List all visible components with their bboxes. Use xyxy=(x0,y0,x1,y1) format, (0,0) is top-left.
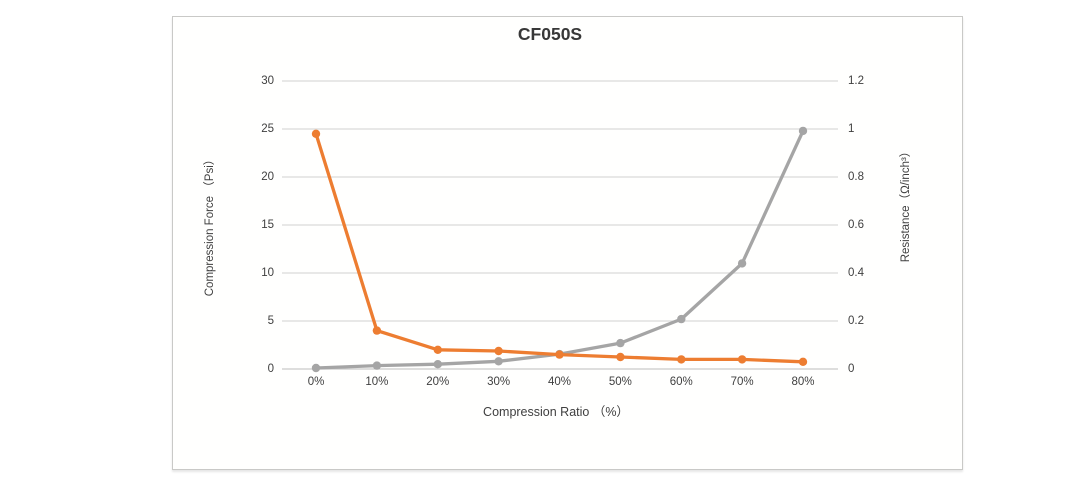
compression-force-line xyxy=(314,129,805,370)
right-axis-tick-label: 0.8 xyxy=(848,171,864,183)
x-axis-tick-label: 60% xyxy=(669,376,693,388)
right-axis-tick-label: 1.2 xyxy=(848,75,864,87)
x-axis-tick-label: 10% xyxy=(365,376,389,388)
resistance-line xyxy=(314,132,805,364)
left-axis-tick-label: 10 xyxy=(261,267,274,279)
compression-force-point xyxy=(433,360,442,369)
resistance-point xyxy=(372,326,382,335)
resistance-point xyxy=(433,345,442,354)
compression-force-point xyxy=(372,361,382,370)
resistance-point xyxy=(737,355,747,364)
x-axis-tick-label: 20% xyxy=(426,376,450,388)
x-axis-tick-label: 50% xyxy=(608,376,632,388)
right-axis-title: Resistance（Ω/inch³） xyxy=(900,145,912,263)
compression-force-point xyxy=(798,126,808,136)
left-axis-tick-label: 5 xyxy=(267,315,274,327)
left-axis-tick-label: 15 xyxy=(261,219,274,231)
left-axis-tick-label: 30 xyxy=(261,75,274,87)
x-axis-tick-label: 70% xyxy=(730,376,754,388)
right-axis-tick-label: 1 xyxy=(848,123,855,135)
right-axis-tick-label: 0.2 xyxy=(848,315,864,327)
right-axis-tick-label: 0 xyxy=(848,363,855,375)
left-axis-tick-label: 25 xyxy=(261,123,274,135)
right-axis-tick-label: 0.4 xyxy=(848,267,864,279)
chart-title: CF050S xyxy=(517,24,583,44)
resistance-point xyxy=(616,352,625,362)
x-axis-tick-label: 0% xyxy=(307,376,325,388)
compression-force-point xyxy=(616,338,625,348)
left-axis-tick-label: 20 xyxy=(261,171,274,183)
resistance-point xyxy=(494,346,503,356)
compression-force-point xyxy=(677,314,686,324)
x-axis-tick-label: 40% xyxy=(547,376,572,388)
resistance-point xyxy=(677,355,686,364)
compression-force-point xyxy=(737,259,747,268)
x-axis-title: Compression Ratio （%） xyxy=(483,405,629,419)
x-axis-tick-label: 30% xyxy=(487,376,511,388)
left-axis-tick-label: 0 xyxy=(267,363,274,375)
right-axis-tick-label: 0.6 xyxy=(848,219,864,231)
left-axis-title: Compression Force （Psi） xyxy=(204,153,216,297)
resistance-point xyxy=(555,350,564,359)
compression-force-point xyxy=(494,357,503,366)
compression-force-point xyxy=(311,363,321,373)
chart-panel xyxy=(172,16,963,470)
resistance-point xyxy=(311,129,321,138)
resistance-point xyxy=(798,357,808,366)
x-axis-tick-label: 80% xyxy=(791,376,815,388)
